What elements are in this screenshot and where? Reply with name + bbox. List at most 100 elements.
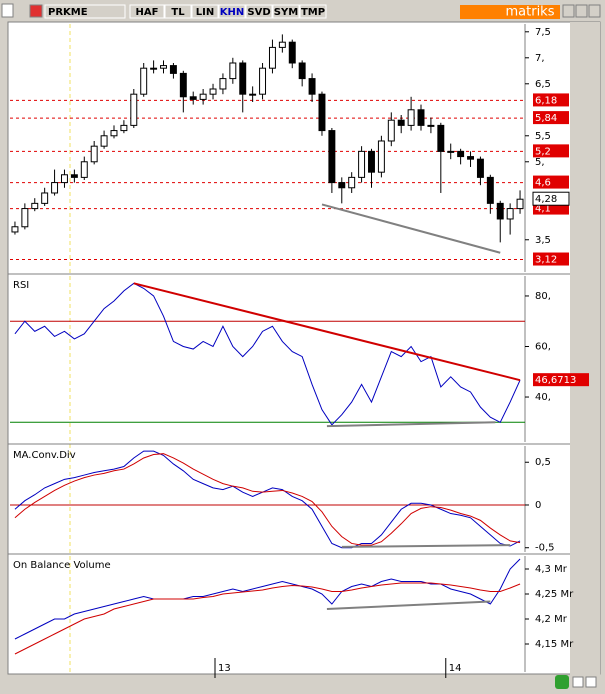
candle-body bbox=[249, 93, 257, 96]
candle-body bbox=[506, 208, 514, 220]
candle-body bbox=[199, 93, 207, 100]
y-tick-label: 4,15 Mr bbox=[535, 639, 574, 650]
x-tick-label: 14 bbox=[449, 663, 462, 674]
y-tick-label: 80, bbox=[535, 291, 551, 302]
scroll-left[interactable] bbox=[572, 676, 584, 688]
candle-body bbox=[457, 150, 465, 158]
candle-body bbox=[169, 65, 177, 74]
candle-body bbox=[80, 161, 88, 178]
level-label-bg bbox=[533, 111, 569, 125]
y-tick-label: 4,25 Mr bbox=[535, 589, 574, 600]
candle-body bbox=[407, 109, 415, 126]
level-label-bg bbox=[533, 144, 569, 158]
last-price-bg bbox=[532, 191, 570, 206]
trend-line bbox=[321, 203, 501, 254]
level-label: 5,2 bbox=[535, 146, 551, 157]
chart-icon[interactable] bbox=[29, 4, 43, 18]
candle-body bbox=[160, 65, 167, 69]
toolbar-button[interactable] bbox=[164, 4, 192, 19]
y-tick-label: 7,5 bbox=[535, 27, 551, 38]
candle-body bbox=[130, 93, 138, 126]
candle-body bbox=[11, 226, 19, 233]
level-label: 3,12 bbox=[535, 255, 557, 266]
candle-body bbox=[259, 67, 267, 95]
trend-line bbox=[326, 600, 491, 610]
indicator-line bbox=[14, 282, 521, 426]
candle-body bbox=[516, 198, 524, 210]
candle-body bbox=[318, 93, 326, 132]
candle-body bbox=[467, 156, 474, 160]
candle-body bbox=[368, 150, 375, 173]
symbol-box[interactable] bbox=[44, 4, 126, 19]
candle-body bbox=[358, 150, 366, 178]
candle-body bbox=[120, 124, 128, 132]
toolbar-button[interactable] bbox=[299, 4, 327, 19]
close[interactable] bbox=[588, 4, 601, 18]
candle-body bbox=[397, 119, 405, 126]
candle-body bbox=[239, 62, 247, 95]
toolbar-button[interactable] bbox=[129, 4, 165, 19]
candle-body bbox=[21, 208, 29, 228]
trend-line bbox=[341, 544, 511, 548]
candle-body bbox=[268, 46, 276, 69]
toolbar-button-label: KHN bbox=[220, 7, 245, 18]
refresh-button[interactable] bbox=[555, 675, 569, 689]
scroll-right[interactable] bbox=[585, 676, 597, 688]
toolbar-button[interactable] bbox=[218, 4, 246, 19]
y-tick-label: 7, bbox=[535, 53, 545, 64]
candle-body bbox=[437, 124, 445, 152]
panel-title: On Balance Volume bbox=[13, 560, 111, 571]
indicator-line bbox=[14, 582, 521, 655]
minimize[interactable] bbox=[562, 4, 575, 18]
candle-body bbox=[110, 130, 118, 137]
toolbar: PRKME matriks bbox=[1, 3, 601, 20]
candle-body bbox=[150, 67, 158, 70]
toolbar-button[interactable] bbox=[191, 4, 219, 19]
level-label: 5,84 bbox=[535, 113, 557, 124]
brand: matriks bbox=[506, 5, 555, 20]
candle-body bbox=[278, 41, 286, 48]
trend-line bbox=[133, 282, 521, 382]
candle-body bbox=[377, 140, 385, 173]
candle-body bbox=[476, 158, 484, 178]
candle-body bbox=[338, 182, 346, 189]
level-label-bg bbox=[533, 93, 569, 107]
level-label: 4,1 bbox=[535, 204, 551, 215]
toolbar-button-label: LIN bbox=[196, 7, 214, 18]
toolbar-button[interactable] bbox=[272, 4, 300, 19]
maximize[interactable] bbox=[575, 4, 588, 18]
candle-body bbox=[308, 78, 316, 95]
toolbar-button[interactable] bbox=[245, 4, 273, 19]
candle-body bbox=[31, 202, 39, 210]
candle-body bbox=[189, 96, 197, 100]
toolbar-button-label: TL bbox=[171, 7, 185, 18]
last-price: 4,28 bbox=[535, 194, 557, 205]
candle-body bbox=[61, 174, 68, 184]
toolbar-button-label: TMP bbox=[301, 7, 325, 18]
candle-body bbox=[140, 67, 148, 95]
level-label: 4,6 bbox=[535, 178, 551, 189]
brand-bar bbox=[460, 5, 560, 19]
y-tick-label: 60, bbox=[535, 341, 551, 352]
candle-body bbox=[179, 72, 187, 98]
x-tick-label: 13 bbox=[218, 663, 231, 674]
panel-title: MA.Conv.Div bbox=[13, 450, 76, 461]
toolbar-button-label: HAF bbox=[136, 7, 159, 18]
chart-area bbox=[7, 21, 601, 675]
menu-icon[interactable] bbox=[1, 3, 14, 18]
y-tick-label: 0 bbox=[535, 500, 541, 511]
level-label: 6,18 bbox=[535, 95, 557, 106]
candle-body bbox=[427, 124, 435, 127]
trend-line bbox=[326, 421, 496, 428]
y-tick-label: 5,5 bbox=[535, 131, 551, 142]
candle-body bbox=[288, 41, 296, 64]
last-value: 46,6713 bbox=[535, 375, 576, 386]
y-tick-label: 5, bbox=[535, 157, 545, 168]
y-tick-label: -0,5 bbox=[535, 543, 555, 554]
candle-body bbox=[100, 135, 108, 147]
candle-body bbox=[298, 62, 306, 80]
last-value-bg bbox=[533, 373, 589, 387]
level-label-bg bbox=[533, 175, 569, 189]
